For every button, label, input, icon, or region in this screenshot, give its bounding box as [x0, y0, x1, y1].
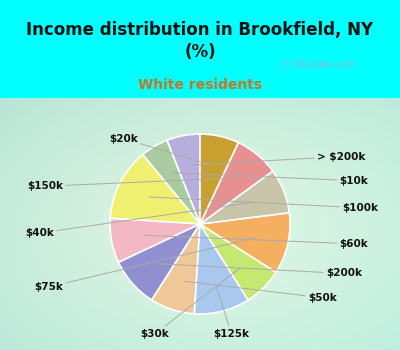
Wedge shape: [194, 224, 248, 314]
Wedge shape: [200, 142, 273, 224]
Text: $30k: $30k: [141, 268, 240, 339]
Text: White residents: White residents: [138, 78, 262, 92]
Wedge shape: [200, 171, 289, 224]
Wedge shape: [110, 218, 200, 262]
Wedge shape: [152, 224, 200, 314]
Text: $50k: $50k: [184, 281, 337, 303]
Text: $100k: $100k: [150, 197, 378, 213]
Wedge shape: [118, 224, 200, 300]
Wedge shape: [143, 140, 200, 224]
Text: > $200k: > $200k: [192, 152, 365, 165]
Text: $75k: $75k: [34, 238, 256, 292]
Text: $60k: $60k: [144, 235, 368, 249]
Text: ⓘ City-Data.com: ⓘ City-Data.com: [283, 60, 356, 69]
Text: $40k: $40k: [25, 202, 253, 238]
Wedge shape: [200, 224, 276, 300]
Wedge shape: [200, 134, 238, 224]
Wedge shape: [110, 155, 200, 224]
Wedge shape: [167, 134, 200, 224]
Text: $200k: $200k: [158, 264, 362, 279]
Text: $10k: $10k: [172, 173, 368, 186]
Text: Income distribution in Brookfield, NY
(%): Income distribution in Brookfield, NY (%…: [26, 21, 374, 61]
Text: $125k: $125k: [214, 285, 250, 339]
Wedge shape: [200, 213, 290, 272]
Text: $150k: $150k: [27, 178, 235, 191]
Text: $20k: $20k: [109, 133, 210, 165]
